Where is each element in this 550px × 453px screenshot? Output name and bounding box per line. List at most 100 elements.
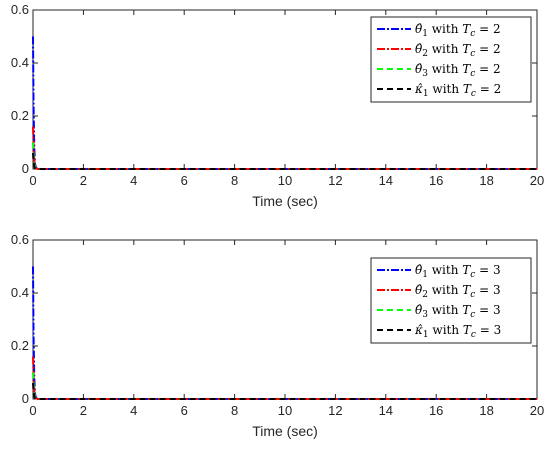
legend-label: κ̂1 with Tc = 2	[414, 82, 501, 99]
legend-label-part: T	[462, 22, 471, 36]
legend-label-part: with	[428, 303, 462, 317]
legend-label-part: θ̂	[415, 303, 423, 317]
legend-label-part: T	[463, 82, 472, 96]
legend-label-part: 1	[423, 330, 429, 340]
legend-label-part: = 3	[475, 283, 500, 297]
legend-label-part: 1	[422, 270, 428, 280]
legend-label-part: 2	[422, 290, 428, 300]
y-tick-label: 0.2	[11, 108, 29, 123]
legend-label-part: 3	[422, 310, 428, 320]
legend: θ̂1 with Tc = 3θ̂2 with Tc = 3θ̂3 with T…	[370, 257, 532, 344]
series-line-4	[32, 383, 537, 400]
y-tick-label: 0.6	[11, 2, 29, 17]
legend-label: θ̂2 with Tc = 2	[415, 42, 501, 59]
legend-label-part: c	[470, 270, 475, 280]
x-tick-label: 8	[231, 403, 238, 418]
x-tick-label: 2	[80, 173, 87, 188]
x-tick-label: 16	[429, 173, 443, 188]
legend-label-part: = 3	[475, 303, 500, 317]
legend-label-part: c	[470, 310, 475, 320]
legend-entry: θ̂1 with Tc = 2	[377, 22, 501, 39]
x-tick-label: 14	[379, 403, 393, 418]
legend-box	[370, 257, 532, 344]
y-tick-label: 0.2	[11, 338, 29, 353]
legend-label-part: = 2	[475, 62, 500, 76]
y-tick-label: 0.6	[11, 232, 29, 247]
legend-label-part: 2	[422, 49, 428, 59]
legend-entry: θ̂2 with Tc = 3	[377, 283, 501, 300]
legend-label: θ̂1 with Tc = 3	[415, 263, 501, 280]
legend-label-part: c	[471, 330, 476, 340]
legend-label-part: with	[429, 82, 463, 96]
legend-label-part: = 3	[476, 323, 501, 337]
legend-label-part: θ̂	[415, 263, 423, 277]
legend-label-part: 1	[422, 29, 428, 39]
legend-label-part: θ̂	[415, 62, 423, 76]
x-tick-label: 12	[328, 173, 342, 188]
x-tick-label: 18	[479, 173, 493, 188]
y-tick-label: 0.4	[11, 55, 29, 70]
legend-label-part: T	[463, 323, 472, 337]
legend-label-part: T	[462, 283, 471, 297]
legend-label: θ̂3 with Tc = 3	[415, 303, 501, 320]
legend-label-part: θ̂	[415, 283, 423, 297]
x-tick-label: 0	[29, 173, 36, 188]
legend-entry: θ̂1 with Tc = 3	[377, 263, 501, 280]
legend-label-part: with	[428, 42, 462, 56]
legend-label-part: c	[471, 89, 476, 99]
legend-label-part: = 2	[475, 22, 500, 36]
legend-label: κ̂1 with Tc = 3	[414, 323, 501, 340]
legend-label: θ̂3 with Tc = 2	[415, 62, 501, 79]
x-tick-label: 0	[29, 403, 36, 418]
y-tick-label: 0	[22, 391, 29, 406]
x-tick-label: 2	[80, 403, 87, 418]
legend-label-part: T	[462, 303, 471, 317]
legend-label-part: c	[470, 290, 475, 300]
legend-label-part: with	[428, 283, 462, 297]
legend-label-part: κ̂	[414, 82, 423, 96]
legend-entry: θ̂3 with Tc = 3	[377, 303, 501, 320]
legend: θ̂1 with Tc = 2θ̂2 with Tc = 2θ̂3 with T…	[370, 16, 532, 103]
legend-label-part: θ̂	[415, 42, 423, 56]
legend-label-part: with	[428, 263, 462, 277]
x-tick-label: 16	[429, 403, 443, 418]
x-tick-label: 12	[328, 403, 342, 418]
legend-label-part: T	[462, 263, 471, 277]
x-tick-label: 4	[130, 173, 137, 188]
x-tick-label: 18	[479, 403, 493, 418]
legend-label-part: = 3	[475, 263, 500, 277]
legend-label-part: κ̂	[414, 323, 423, 337]
legend-label-part: c	[470, 69, 475, 79]
x-tick-label: 10	[278, 403, 292, 418]
x-tick-label: 14	[379, 173, 393, 188]
legend-label-part: c	[470, 29, 475, 39]
legend-label-part: c	[470, 49, 475, 59]
legend-label-part: with	[428, 62, 462, 76]
legend-label-part: 1	[423, 89, 429, 99]
legend-label-part: T	[462, 62, 471, 76]
legend-label-part: = 2	[476, 82, 501, 96]
legend-entry: θ̂2 with Tc = 2	[377, 42, 501, 59]
series-line-4	[32, 153, 537, 170]
legend-box	[370, 16, 532, 103]
legend-label-part: with	[428, 22, 462, 36]
legend-label-part: with	[429, 323, 463, 337]
y-tick-label: 0.4	[11, 285, 29, 300]
x-tick-label: 8	[231, 173, 238, 188]
y-tick-label: 0	[22, 161, 29, 176]
legend-label: θ̂2 with Tc = 3	[415, 283, 501, 300]
x-tick-label: 10	[278, 173, 292, 188]
legend-label-part: θ̂	[415, 22, 423, 36]
x-tick-label: 20	[530, 403, 544, 418]
legend-label-part: T	[462, 42, 471, 56]
legend-entry: θ̂3 with Tc = 2	[377, 62, 501, 79]
legend-entry: κ̂1 with Tc = 3	[377, 323, 501, 340]
x-tick-label: 4	[130, 403, 137, 418]
x-tick-label: 6	[181, 403, 188, 418]
x-axis-label: Time (sec)	[252, 193, 318, 209]
legend-label-part: = 2	[475, 42, 500, 56]
x-tick-label: 20	[530, 173, 544, 188]
